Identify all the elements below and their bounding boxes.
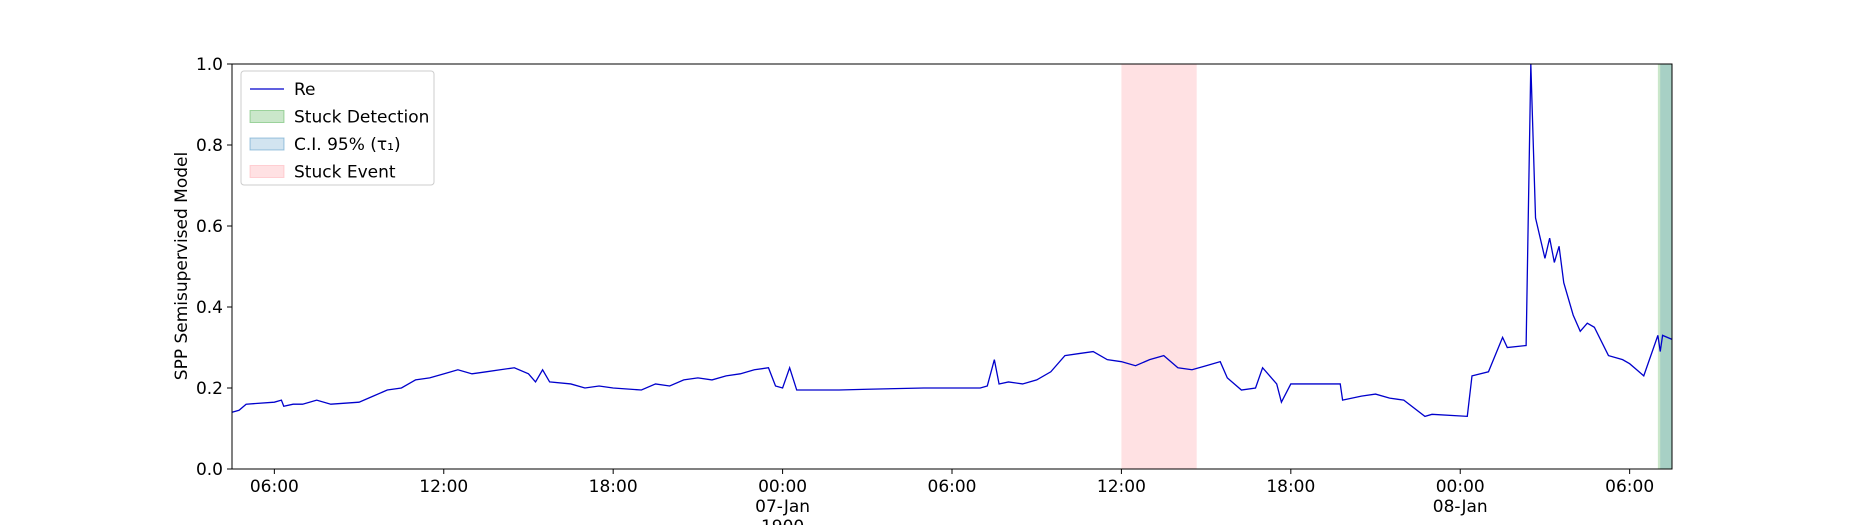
y-tick-label: 0.2	[196, 379, 223, 399]
legend-swatch	[249, 110, 285, 123]
legend-label: Stuck Event	[294, 163, 396, 183]
x-tick-label-line: 06:00	[250, 477, 299, 497]
legend-label: Stuck Detection	[294, 108, 429, 128]
x-tick-label: 18:00	[1266, 477, 1315, 497]
x-tick-label-line: 06:00	[1605, 477, 1654, 497]
legend-label: Re	[294, 80, 316, 100]
y-tick-label: 0.8	[196, 136, 223, 156]
x-tick-label-line: 18:00	[589, 477, 638, 497]
x-tick-label-line: 00:00	[1436, 477, 1485, 497]
plot-frame	[231, 63, 1673, 470]
x-tick-label-line: 07-Jan	[755, 497, 810, 517]
x-tick-label: 06:00	[250, 477, 299, 497]
y-axis-label: SPP Semisupervised Model	[172, 152, 192, 380]
x-tick-label-line: 06:00	[928, 477, 977, 497]
x-tick-label: 12:00	[419, 477, 468, 497]
span	[1121, 64, 1197, 469]
x-tick-label-line: 08-Jan	[1433, 497, 1488, 517]
span	[1660, 64, 1672, 469]
x-tick-label-line: 12:00	[1097, 477, 1146, 497]
x-tick-label-line: 12:00	[419, 477, 468, 497]
x-tick-label: 12:00	[1097, 477, 1146, 497]
legend-box	[240, 70, 435, 186]
x-tick-label-line: 18:00	[1266, 477, 1315, 497]
y-tick-label: 0.0	[196, 460, 223, 480]
x-tick-label-line: 00:00	[758, 477, 807, 497]
y-tick-label: 1.0	[196, 55, 223, 75]
span	[1657, 64, 1672, 469]
line	[231, 63, 1673, 418]
y-tick-label: 0.4	[196, 298, 223, 318]
x-tick-label: 06:00	[1605, 477, 1654, 497]
x-tick-label: 00:00 08-Jan	[1433, 477, 1488, 517]
legend-label: C.I. 95% (τ₁)	[294, 135, 401, 155]
x-tick-label-line: 1900	[761, 517, 804, 525]
x-tick-label: 06:00	[928, 477, 977, 497]
legend-swatch	[249, 137, 285, 151]
x-tick-label: 18:00	[589, 477, 638, 497]
y-tick-label: 0.6	[196, 217, 223, 237]
legend-swatch	[249, 165, 285, 178]
